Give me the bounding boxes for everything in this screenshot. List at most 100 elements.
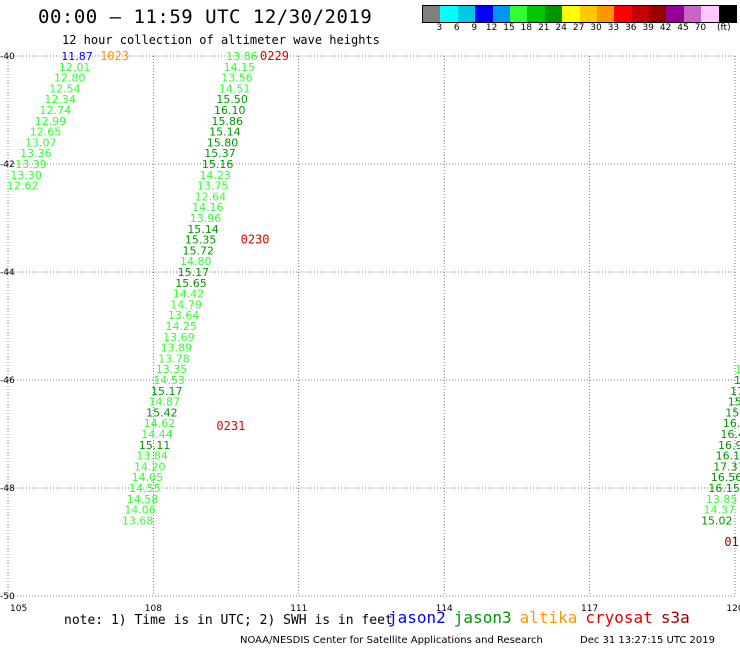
footnote: note: 1) Time is in UTC; 2) SWH is in fe… (64, 613, 393, 628)
x-tick-label: 117 (581, 604, 598, 614)
wave-height-value: 15.86 (212, 115, 244, 128)
color-swatch (527, 6, 545, 22)
wave-height-value: 14.06 (124, 504, 156, 517)
color-swatch (509, 6, 528, 22)
legend-entry-jason3: jason3 (453, 608, 512, 627)
wave-height-value: 13.78 (158, 352, 190, 365)
wave-height-value: 13.69 (163, 331, 195, 344)
wave-height-value: 14.37 (703, 504, 735, 517)
wave-height-value: 14.55 (129, 482, 161, 495)
wave-height-value: 17.37 (713, 460, 740, 473)
color-scale-label: 45 (677, 23, 689, 33)
wave-height-value: 15.50 (216, 93, 248, 106)
x-tick-label: 108 (145, 604, 162, 614)
wave-height-value: 13.39 (15, 158, 47, 171)
wave-height-value: 15.42 (146, 406, 178, 419)
color-swatch (579, 6, 597, 22)
color-swatch (614, 6, 632, 22)
wave-height-value: 16.99 (718, 439, 740, 452)
color-scale-label: 18 (520, 23, 533, 33)
color-scale-label: 6 (453, 23, 460, 33)
wave-height-value: 13.30 (10, 169, 42, 182)
color-swatch (649, 6, 667, 22)
wave-height-value: 16.15 (708, 482, 740, 495)
y-tick-label: -50 (0, 592, 15, 602)
wave-height-value: 14.87 (149, 396, 181, 409)
x-tick-label: 114 (436, 604, 453, 614)
color-scale-bar (422, 5, 738, 23)
color-swatch (492, 6, 510, 22)
wave-height-value: 15.17 (151, 385, 183, 398)
wave-height-value: 14.62 (144, 417, 176, 430)
wave-height-value: 12.80 (54, 72, 86, 85)
time-label: 0229 (260, 49, 289, 63)
y-tick-label: -40 (0, 52, 15, 62)
y-tick-label: -48 (0, 484, 15, 494)
chart-subtitle: 12 hour collection of altimeter wave hei… (62, 33, 380, 47)
wave-height-value: 15.16 (202, 158, 234, 171)
wave-height-value: 16.11 (716, 450, 740, 463)
wave-height-value: 13.68 (122, 514, 154, 527)
wave-height-value: 16.45 (720, 428, 740, 441)
color-scale-label: 70 (694, 23, 707, 33)
wave-height-value: 14.42 (173, 288, 205, 301)
color-scale-label: 3 (436, 23, 443, 33)
wave-height-value: 14.20 (134, 460, 166, 473)
wave-height-value: 15.80 (207, 136, 239, 149)
wave-height-value: 16.56 (711, 471, 740, 484)
wave-height-value: 15.8 (728, 396, 740, 409)
color-scale-label: 42 (659, 23, 672, 33)
legend-entry-cryosat: cryosat (585, 608, 653, 627)
color-scale-label: 39 (642, 23, 654, 33)
color-swatch (423, 6, 441, 22)
color-scale-label: 30 (590, 23, 602, 33)
wave-height-value: 12.65 (30, 126, 61, 139)
wave-height-value: 14.16 (192, 201, 224, 214)
wave-height-value: 13.64 (168, 309, 200, 322)
wave-height-value: 12.54 (49, 82, 81, 95)
time-label: 0230 (241, 233, 270, 247)
legend-entry-s3a: s3a (660, 608, 690, 627)
wave-height-value: 12.34 (44, 93, 76, 106)
color-scale-label: 36 (625, 23, 637, 33)
color-swatch (457, 6, 476, 22)
color-swatch (596, 6, 615, 22)
color-swatch (475, 6, 493, 22)
wave-height-value: 15.65 (175, 277, 207, 290)
wave-height-value: 13.86 (226, 50, 258, 63)
color-scale-label: 15 (503, 23, 515, 33)
x-tick-label: 120 (726, 604, 740, 614)
time-label: 01 (724, 535, 738, 549)
x-tick-label: 105 (10, 604, 27, 614)
generation-timestamp: Dec 31 13:27:15 UTC 2019 (580, 635, 715, 646)
plot-grid (7, 55, 736, 597)
wave-height-value: 14.44 (141, 428, 173, 441)
wave-height-value: 16.68 (723, 417, 740, 430)
color-swatch (440, 6, 458, 22)
wave-height-value: 17. (730, 385, 740, 398)
color-scale-labels: 3 6 9 12 15 18 21 24 27 30 33 36 39 42 45 70 (ft) (422, 23, 740, 35)
wave-height-value: 16.10 (214, 104, 246, 117)
color-swatch (562, 6, 580, 22)
wave-height-value: 13.84 (136, 450, 168, 463)
color-swatch (631, 6, 650, 22)
wave-height-value: 15.17 (178, 266, 210, 279)
color-scale-label: (ft) (717, 23, 731, 33)
wave-height-value: 14.25 (166, 320, 198, 333)
color-scale-label: 12 (485, 23, 498, 33)
wave-height-value: 14.23 (199, 169, 231, 182)
color-swatch (701, 6, 719, 22)
wave-height-value: 14.05 (132, 471, 164, 484)
wave-height-value: 13.07 (25, 136, 57, 149)
satellite-legend: jason2 jason3 altika cryosat s3a (388, 608, 698, 627)
wave-height-value: 15.02 (701, 514, 733, 527)
wave-height-value: 13.35 (156, 363, 188, 376)
wave-height-value: 15.37 (204, 147, 236, 160)
wave-height-value: 13.89 (161, 342, 193, 355)
chart-title: 00:00 – 11:59 UTC 12/30/2019 (38, 6, 373, 28)
wave-height-value: 15.11 (139, 439, 171, 452)
color-scale-label: 27 (572, 23, 585, 33)
legend-entry-altika: altika (519, 608, 578, 627)
wave-height-value: 12.01 (59, 61, 91, 74)
